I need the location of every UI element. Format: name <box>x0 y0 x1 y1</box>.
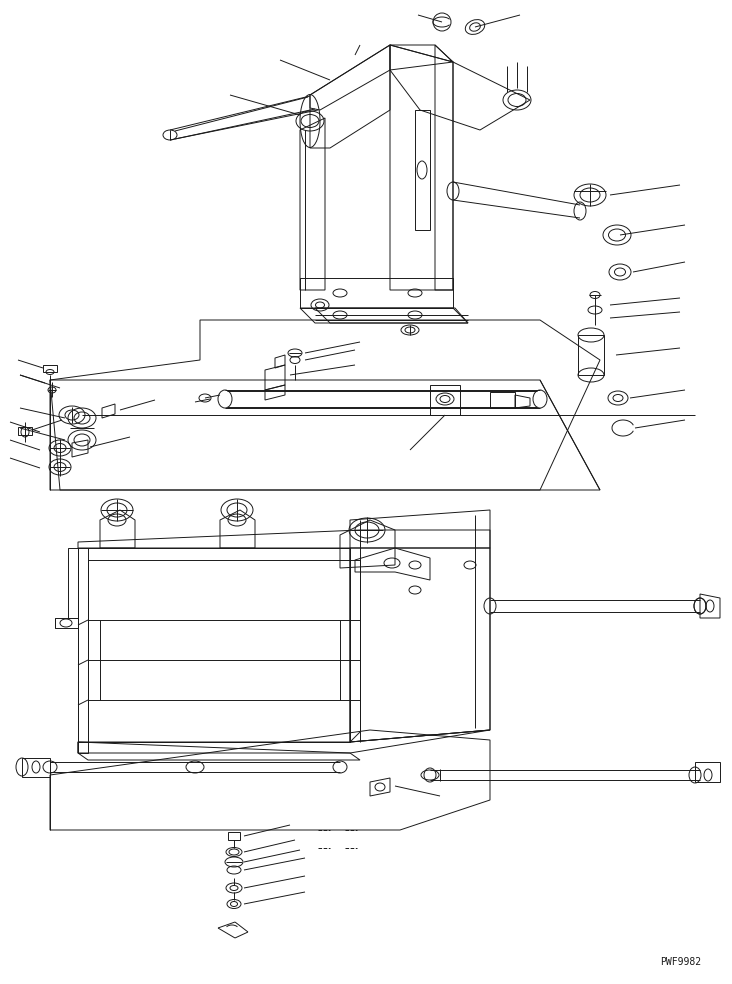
Text: PWF9982: PWF9982 <box>660 957 701 967</box>
